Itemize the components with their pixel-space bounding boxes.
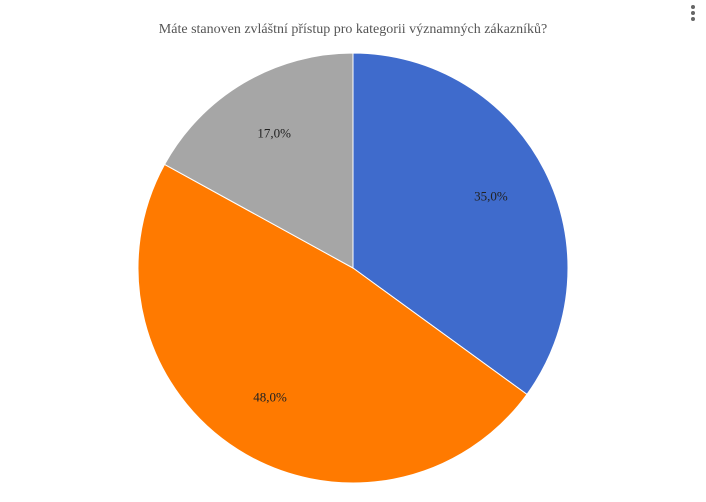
pie-slice [163, 52, 354, 269]
data-label: 17,0% [257, 126, 291, 141]
menu-dot [691, 17, 695, 21]
chart-title: Máte stanoven zvláštní přístup pro kateg… [159, 22, 547, 37]
data-label: 48,0% [253, 390, 287, 405]
pie-slice [352, 52, 569, 396]
menu-dot [691, 11, 695, 15]
menu-dot [691, 5, 695, 9]
menu-button[interactable] [691, 5, 695, 21]
data-label: 35,0% [474, 189, 508, 204]
pie-slice [137, 163, 528, 484]
